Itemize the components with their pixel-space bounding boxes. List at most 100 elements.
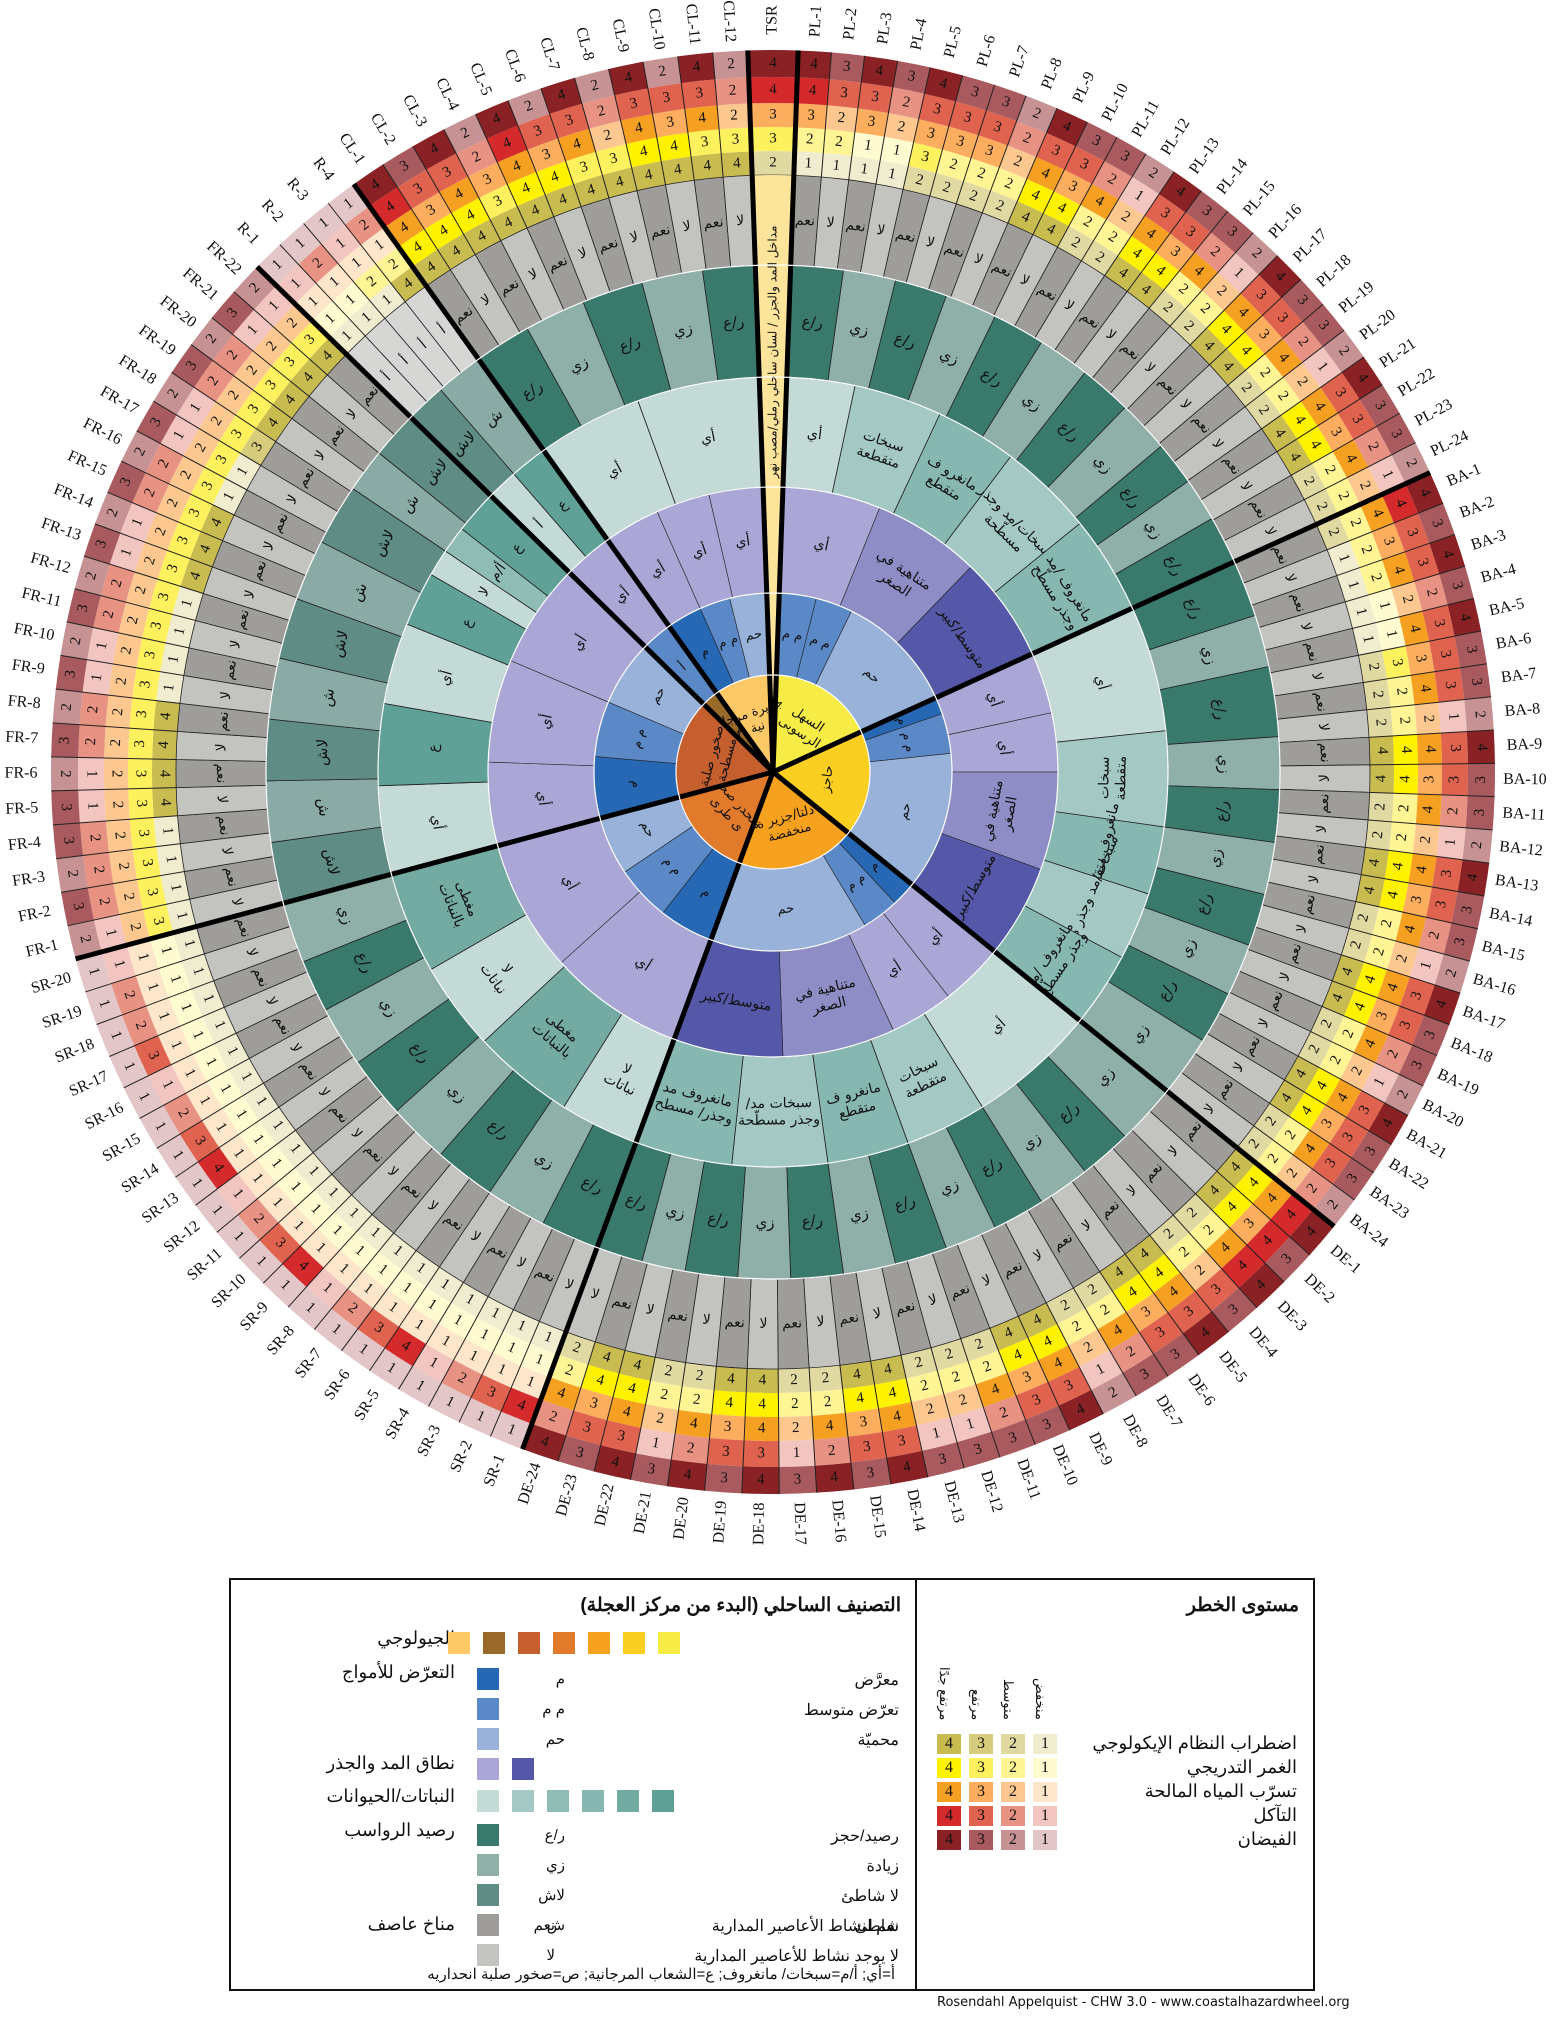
hazard-cell-gradual [1281,401,1318,439]
hazard-cell-eco [900,1347,938,1379]
hazard-cell-salt [1007,1360,1048,1396]
climate-label: نعم [213,763,229,783]
hazard-cell-flood [574,68,615,104]
hazard-cell-salt [1395,912,1427,948]
hazard-value: 3 [897,1433,907,1450]
hazard-cell-erosion [1439,794,1468,828]
hazard-value: 1 [84,770,100,778]
segment-code-pl-22: PL-22 [1395,365,1438,400]
hazard-cell-flood [279,223,322,265]
hazard-value: 3 [133,799,149,807]
hazard-cell-erosion [1079,1350,1123,1390]
segment-code-fr-17: FR-17 [97,383,141,418]
hazard-value: 1 [159,826,176,835]
hazard-cell-salt [237,1159,277,1199]
hazard-value: 2 [686,1440,695,1457]
hazard-value: 2 [95,896,112,906]
hazard-value: 2 [950,1369,962,1386]
hazard-cell-salt [113,879,143,915]
hazard-cell-flood [195,1189,238,1233]
ring-label-line: أي [995,739,1014,756]
hazard-cell-erosion [714,77,750,106]
climate-label: لا [213,743,229,752]
hazard-value: 4 [1373,774,1389,782]
hazard-swatch: 3 [969,1734,993,1754]
hazard-cell-gradual [167,522,201,559]
hazard-value: 3 [700,134,709,151]
hazard-cell-gradual [142,608,173,643]
hazard-value: 4 [883,1361,894,1378]
segment-code-ba-9: BA-9 [1506,736,1542,754]
hazard-cell-flood [1466,730,1495,764]
hazard-value: 3 [62,669,79,679]
hazard-cell-eco [240,428,276,466]
hazard-cell-flood [667,1459,708,1491]
hazard-cell-flood [955,75,995,111]
hazard-value: 2 [1423,587,1440,598]
hazard-cell-flood [642,56,682,89]
hazard-value: 2 [86,833,103,842]
segment-code-ba-8: BA-8 [1504,700,1541,720]
sediment-label: ش [314,798,333,818]
hazard-cell-eco [1368,792,1394,822]
flora-swatch [652,1790,674,1812]
segment-code-pl-6: PL-6 [974,33,999,69]
hazard-cell-gradual [794,127,826,154]
hazard-cell-erosion [796,77,830,106]
hazard-value: 4 [1398,746,1414,755]
hazard-value: 1 [1376,600,1393,611]
hazard-cell-eco [1327,540,1360,576]
hazard-cell-salt [300,1228,340,1268]
hazard-cell-erosion [194,360,234,402]
segment-code-pl-8: PL-8 [1038,56,1066,92]
segment-code-pl-17: PL-17 [1290,226,1330,266]
hazard-value: 2 [806,131,814,147]
hazard-value: 4 [1422,745,1438,754]
hazard-value: 2 [1418,835,1435,844]
hazard-cell-erosion [1388,1006,1425,1045]
hazard-swatch: 1 [1033,1758,1057,1778]
hazard-value: 2 [943,1346,955,1363]
hazard-cell-flood [630,1453,672,1487]
hazard-value: 2 [827,1443,836,1460]
hazard-value: 3 [137,680,154,690]
hazard-cell-eco [661,156,695,185]
hazard-cell-eco [1345,594,1376,629]
hazard-value: 4 [692,59,702,76]
hazard-cell-erosion [848,1432,887,1463]
hazard-cell-flood [412,129,457,170]
hazard-cell-salt [104,726,130,759]
hazard-swatch: 1 [1033,1806,1057,1826]
hazard-value: 4 [703,158,713,175]
hazard-value: 4 [1385,889,1402,900]
hazard-cell-salt [1155,233,1195,272]
hazard-cell-erosion [1434,667,1465,703]
hazard-cell-gradual [353,263,391,301]
hazard-value: 2 [602,127,613,144]
hazard-cell-erosion [83,852,114,888]
hazard-cell-salt [1106,199,1145,236]
hazard-value: 4 [627,1380,638,1397]
hazard-value: 3 [135,829,152,838]
hazard-cell-eco [1227,369,1265,407]
hazard-cell-salt [854,108,889,137]
hazard-value: 3 [969,84,981,101]
flora-swatch [547,1790,569,1812]
hazard-cell-eco [425,1267,464,1303]
climate-label: نعم [533,1263,558,1286]
hazard-cell-erosion [1361,1062,1399,1103]
climate-label: لا [218,691,235,701]
geology-swatch [553,1632,575,1654]
hazard-cell-erosion [918,93,956,127]
sediment-label: ر/ع [801,312,824,332]
hazard-cell-gradual [626,137,662,168]
hazard-value: 4 [698,110,708,127]
climate-label: نعم [1284,941,1306,965]
hazard-cell-flood [51,790,80,825]
hazard-value: 3 [1473,776,1489,784]
hazard-value: 2 [1396,716,1413,725]
segment-code-pl-14: PL-14 [1213,156,1251,198]
hazard-cell-flood [1405,472,1444,514]
ring-label-line: أي [428,813,448,830]
hazard-value: 4 [758,1396,766,1412]
